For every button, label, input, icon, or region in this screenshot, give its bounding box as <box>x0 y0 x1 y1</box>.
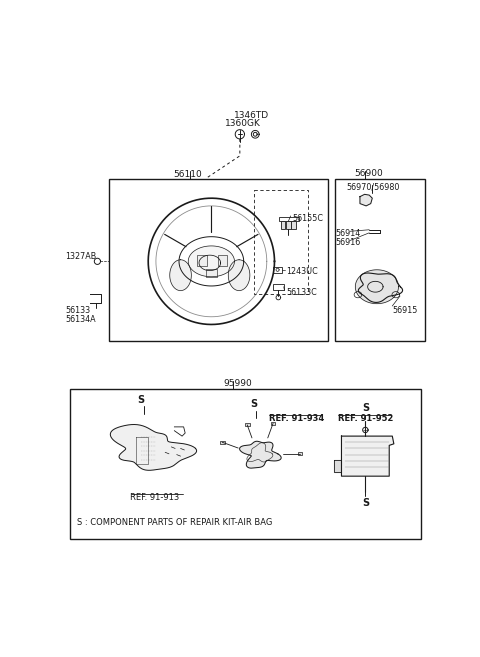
Text: REF. 91-952: REF. 91-952 <box>338 414 394 423</box>
Bar <box>279 217 299 221</box>
Bar <box>109 179 328 340</box>
Text: 56915: 56915 <box>392 306 418 315</box>
Bar <box>298 452 302 455</box>
Polygon shape <box>341 436 394 476</box>
Text: 56916: 56916 <box>336 238 360 247</box>
Text: 56970/56980: 56970/56980 <box>346 183 399 192</box>
Polygon shape <box>240 442 281 468</box>
Text: 95990: 95990 <box>223 379 252 388</box>
Polygon shape <box>110 424 197 470</box>
Text: REF. 91-934: REF. 91-934 <box>269 414 324 423</box>
Bar <box>273 267 282 273</box>
Text: 56900: 56900 <box>354 169 383 178</box>
Polygon shape <box>355 270 398 304</box>
Bar <box>271 422 276 425</box>
Text: 56133: 56133 <box>65 306 90 315</box>
Bar <box>291 221 296 229</box>
Polygon shape <box>358 273 403 302</box>
Bar <box>286 221 291 229</box>
Bar <box>335 179 425 340</box>
Bar <box>245 423 250 426</box>
Bar <box>197 255 207 266</box>
Bar <box>220 441 225 443</box>
Bar <box>281 221 285 229</box>
Text: 1346TD: 1346TD <box>234 111 270 120</box>
Text: REF. 91-913: REF. 91-913 <box>131 493 180 502</box>
Bar <box>273 284 284 290</box>
Text: 56133C: 56133C <box>286 288 317 297</box>
Text: S: S <box>362 403 369 413</box>
Text: S: S <box>138 395 145 405</box>
Bar <box>217 255 227 266</box>
Text: 56914: 56914 <box>336 229 360 238</box>
Bar <box>71 389 421 539</box>
Text: 1243UC: 1243UC <box>286 267 318 277</box>
Polygon shape <box>334 460 341 472</box>
Text: S: S <box>250 399 257 409</box>
Polygon shape <box>360 194 372 206</box>
Text: 56155C: 56155C <box>292 214 323 223</box>
Text: 56134A: 56134A <box>65 315 96 325</box>
Polygon shape <box>188 246 234 277</box>
Text: 1327AB: 1327AB <box>65 252 96 261</box>
Polygon shape <box>228 260 250 290</box>
Text: 1360GK: 1360GK <box>225 119 261 128</box>
Text: S : COMPONENT PARTS OF REPAIR KIT-AIR BAG: S : COMPONENT PARTS OF REPAIR KIT-AIR BA… <box>77 518 272 527</box>
Polygon shape <box>170 260 192 290</box>
Bar <box>206 269 217 277</box>
Text: S: S <box>362 498 369 508</box>
Text: 56110: 56110 <box>173 170 202 179</box>
